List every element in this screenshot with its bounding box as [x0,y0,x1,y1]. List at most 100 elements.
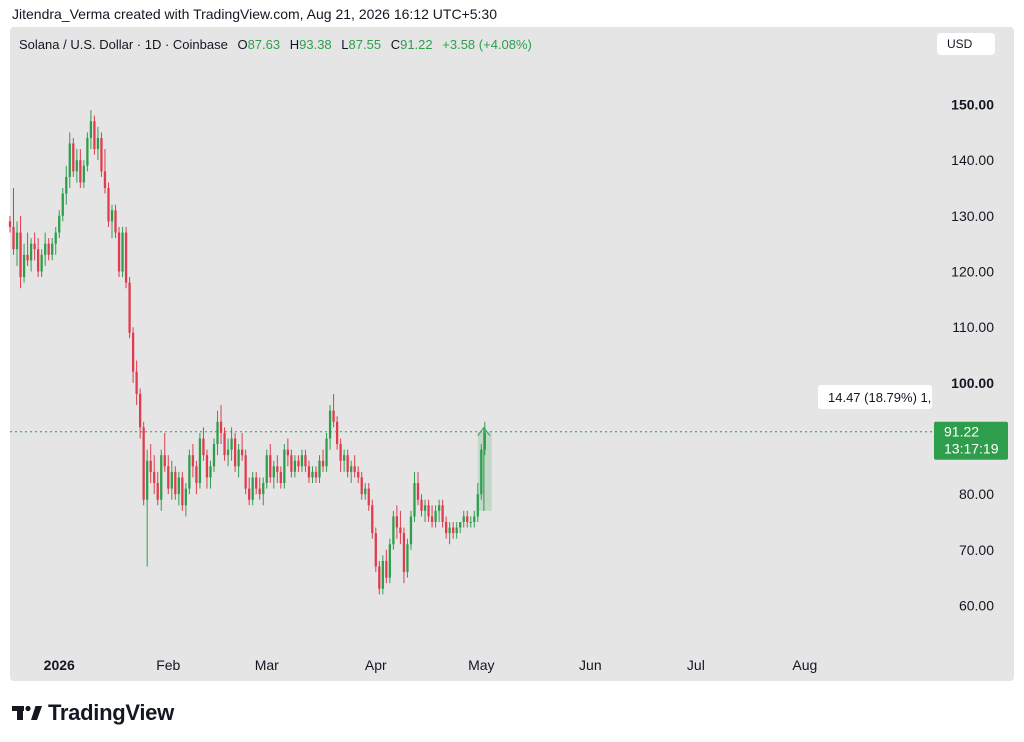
low-label: L [341,37,349,52]
candle [378,560,381,595]
candle [297,455,300,472]
candle [473,510,476,528]
measure-arrow-head [477,426,491,437]
candle-body [138,393,142,428]
candle [40,249,43,278]
candle-body [244,455,247,489]
candle [82,160,86,189]
candle-body [195,466,198,484]
candle [19,215,22,289]
candle [364,483,367,500]
candle [163,432,166,472]
price-tag-value: 91.22 [944,424,979,440]
candle [265,449,268,489]
candle-body [342,455,346,461]
candle [353,455,356,478]
price-tick-label: 130.00 [951,208,994,224]
candle-body [297,460,300,467]
candle [240,432,244,461]
candle-body [22,254,26,278]
candle-body [75,160,78,172]
candle-body [321,460,325,467]
measure-tool[interactable]: 14.47 (18.79%) 1, [477,385,932,511]
candle-body [395,516,399,528]
symbol-title: Solana / U.S. Dollar · 1D · Coinbase [19,37,228,52]
candle-body [26,254,29,261]
candle [441,499,444,528]
candle-body [346,455,349,472]
candle-body [93,121,96,150]
candle-body [51,243,54,255]
price-axis[interactable]: 150.00 140.00 130.00 120.00 110.00 100.00 80.0… [951,97,994,614]
candle [402,527,406,584]
candle-body [304,455,307,467]
currency-button[interactable]: USD [937,33,995,55]
candle [96,126,100,161]
candle-body [339,444,342,461]
candle-body [216,421,219,445]
candle [409,510,413,550]
candle [174,466,177,500]
candle [276,455,279,484]
candle [156,471,159,506]
candle [61,188,64,222]
price-tick-label: 140.00 [951,152,994,168]
low-value: 87.55 [348,37,382,52]
chart-pane[interactable] [10,27,1014,681]
candle-body [385,560,388,578]
candle [483,421,486,456]
candle [160,449,163,511]
candle [230,427,233,461]
candle-body [230,438,233,450]
candle-body [240,449,244,456]
tradingview-logo[interactable]: TradingView [12,700,174,726]
candle-body [269,455,272,478]
candle [26,232,29,266]
time-axis[interactable]: 2026 Feb Mar Apr May Jun Jul Aug [44,657,818,673]
candle-body [293,460,297,472]
candle-body [29,243,33,261]
candle [12,188,15,255]
candle-body [441,505,444,522]
candle-body [455,527,458,534]
candle [202,427,205,461]
candle [226,438,230,467]
candle-body [258,488,261,495]
candle-body [184,488,188,506]
candle-body [318,460,321,478]
candle [272,460,275,489]
candle [430,505,434,528]
candle-body [480,449,483,495]
candle-body [96,137,100,150]
candle [135,360,138,406]
time-tick-label: Jul [687,657,705,673]
candle [181,471,184,511]
candle-body [233,438,237,467]
candle-body [128,282,131,333]
time-tick-label: Jun [579,657,602,673]
candle [480,444,483,500]
candle [339,438,342,472]
candle-body [357,471,360,478]
candle-body [248,488,251,500]
candle [335,416,339,450]
candle [131,327,135,383]
candle-body [89,121,93,138]
candle-body [314,471,318,478]
candle [244,449,247,495]
candle [128,277,131,339]
candle [212,438,216,472]
candle-body [392,516,395,545]
candle [462,510,465,528]
candle-body [19,232,22,278]
candle [124,226,128,289]
candle [107,182,110,227]
candle-body [364,488,367,495]
candle [413,471,416,522]
candle [395,505,399,539]
candle-body [142,427,145,500]
candle [142,421,145,506]
candle-body [423,505,427,511]
candle-body [163,455,166,467]
